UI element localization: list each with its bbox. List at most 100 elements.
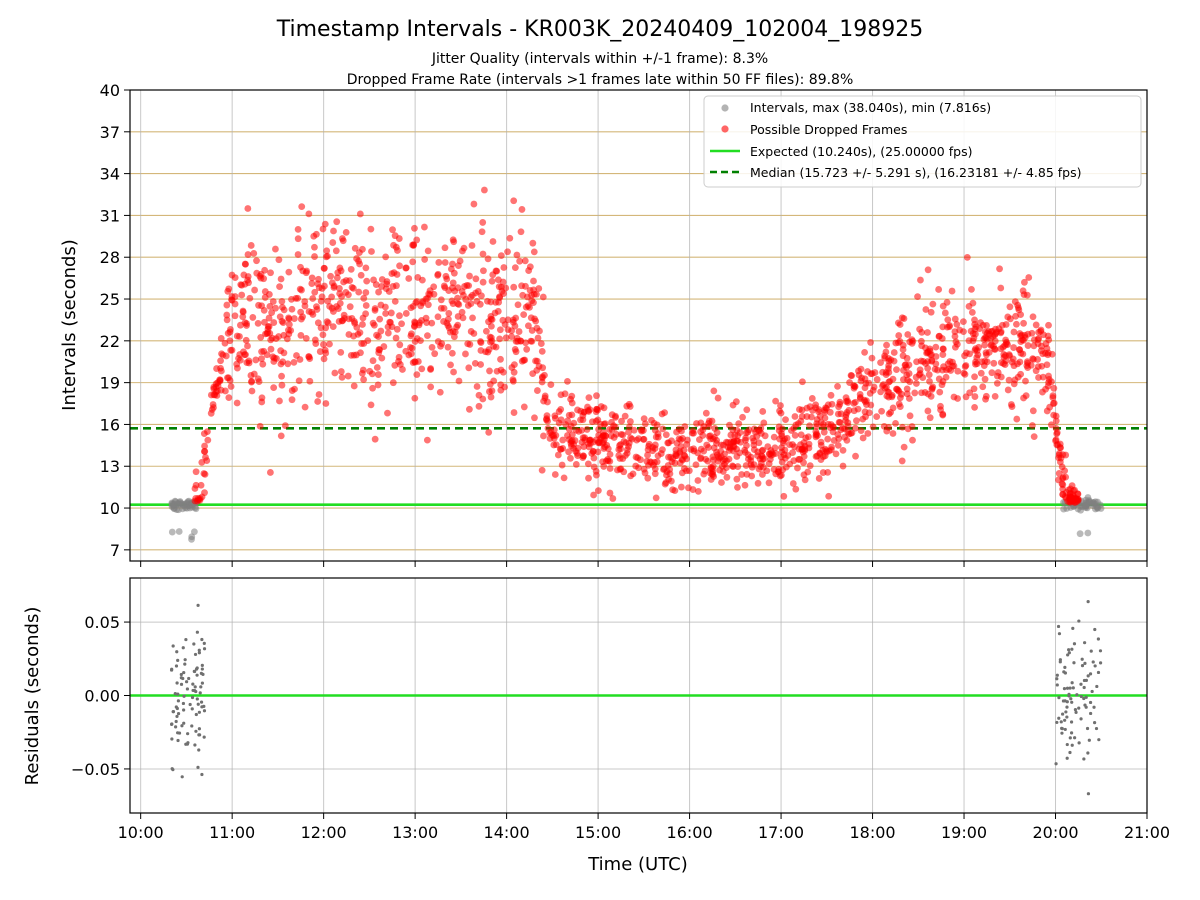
- dropped-frame-point: [600, 420, 608, 428]
- dropped-frame-point: [290, 359, 298, 366]
- dropped-frame-point: [508, 333, 515, 341]
- dropped-frame-point: [437, 304, 445, 312]
- dropped-frame-point: [562, 421, 570, 428]
- dropped-frame-point: [618, 417, 625, 425]
- dropped-frame-point: [441, 284, 449, 292]
- x-tick-label: 20:00: [1032, 823, 1078, 842]
- dropped-frame-point: [411, 338, 419, 345]
- dropped-frame-point: [407, 344, 414, 351]
- dropped-frame-point: [320, 341, 327, 348]
- dropped-frame-point: [478, 292, 485, 300]
- dropped-frame-point: [301, 302, 309, 310]
- dropped-frame-point: [496, 326, 504, 334]
- dropped-frame-point: [473, 383, 481, 390]
- dropped-frame-point: [538, 347, 546, 355]
- dropped-frame-point: [808, 395, 816, 402]
- dropped-frame-point: [1059, 491, 1067, 498]
- residual-point: [1059, 720, 1063, 724]
- dropped-frame-point: [466, 272, 473, 280]
- dropped-frame-point: [238, 291, 246, 299]
- dropped-frame-point: [1034, 363, 1042, 371]
- chart-subtitle-dropped: Dropped Frame Rate (intervals >1 frames …: [347, 72, 854, 88]
- dropped-frame-point: [1071, 486, 1078, 494]
- dropped-frame-point: [559, 436, 567, 444]
- residual-point: [182, 708, 186, 712]
- dropped-frame-point: [669, 486, 677, 494]
- dropped-frame-point: [385, 288, 393, 295]
- dropped-frame-point: [347, 351, 355, 359]
- bottom-y-ticks: −0.05 0.00 0.05: [71, 613, 130, 779]
- residual-point: [200, 637, 204, 642]
- residual-point: [187, 676, 191, 681]
- dropped-frame-point: [382, 253, 390, 261]
- residual-point: [186, 732, 190, 736]
- dropped-frame-point: [1025, 274, 1033, 281]
- dropped-frame-point: [550, 441, 558, 449]
- dropped-frame-point: [272, 245, 279, 253]
- dropped-frame-point: [693, 420, 700, 427]
- dropped-frame-point: [579, 454, 587, 461]
- dropped-frame-point: [821, 414, 829, 422]
- dropped-frame-point: [1002, 321, 1010, 328]
- dropped-frame-point: [405, 275, 413, 282]
- dropped-frame-point: [500, 264, 508, 271]
- dropped-frame-point: [479, 395, 487, 403]
- dropped-frame-point: [667, 477, 675, 485]
- dropped-frame-point: [770, 433, 778, 441]
- dropped-frame-point: [704, 457, 712, 465]
- dropped-frame-point: [851, 424, 859, 432]
- residual-point: [170, 722, 174, 726]
- residual-point: [196, 765, 200, 769]
- residual-point: [182, 694, 186, 698]
- dropped-frame-point: [792, 421, 800, 429]
- residual-point: [1083, 703, 1087, 707]
- dropped-frame-point: [244, 342, 251, 350]
- dropped-frame-point: [419, 298, 427, 305]
- dropped-frame-point: [980, 335, 988, 343]
- residual-point: [195, 697, 199, 701]
- residual-point: [1064, 710, 1068, 714]
- dropped-frame-point: [1021, 278, 1028, 286]
- x-axis-label: Time (UTC): [587, 854, 688, 875]
- dropped-frame-point: [935, 286, 943, 293]
- dropped-frame-point: [641, 420, 649, 428]
- dropped-frame-point: [477, 361, 485, 368]
- dropped-frame-point: [959, 318, 967, 326]
- dropped-frame-point: [226, 337, 234, 345]
- dropped-frame-point: [834, 382, 841, 390]
- residual-point: [197, 748, 201, 752]
- dropped-frame-point: [228, 271, 236, 279]
- dropped-frame-point: [924, 407, 932, 415]
- residual-point: [197, 727, 201, 731]
- bottom-y-tick-label: 0.05: [84, 613, 120, 632]
- dropped-frame-point: [1006, 352, 1013, 360]
- dropped-frame-point: [233, 364, 241, 372]
- residual-point: [1055, 673, 1059, 677]
- x-tick-label: 17:00: [758, 823, 804, 842]
- dropped-frame-point: [847, 371, 855, 379]
- dropped-frame-point: [979, 383, 987, 391]
- residual-point: [193, 685, 197, 689]
- dropped-frame-point: [926, 414, 934, 422]
- dropped-frame-point: [272, 304, 279, 312]
- dropped-frame-point: [513, 251, 521, 259]
- dropped-frame-point: [565, 448, 572, 456]
- dropped-frame-point: [441, 244, 449, 252]
- dropped-frame-point: [644, 474, 652, 482]
- dropped-frame-point: [629, 470, 637, 478]
- dropped-frame-point: [574, 406, 581, 414]
- residual-point: [191, 682, 195, 686]
- dropped-frame-point: [665, 453, 672, 461]
- dropped-frame-point: [778, 430, 785, 437]
- dropped-frame-point: [263, 351, 271, 359]
- residual-point: [1077, 741, 1081, 745]
- residual-point: [196, 603, 200, 607]
- dropped-frame-point: [298, 286, 305, 294]
- dropped-frame-point: [472, 289, 480, 297]
- dropped-frame-point: [977, 369, 985, 377]
- dropped-frame-point: [640, 427, 647, 434]
- dropped-frame-point: [484, 297, 491, 305]
- residual-point: [1096, 637, 1100, 641]
- dropped-frame-point: [303, 267, 311, 275]
- dropped-frame-point: [951, 332, 959, 340]
